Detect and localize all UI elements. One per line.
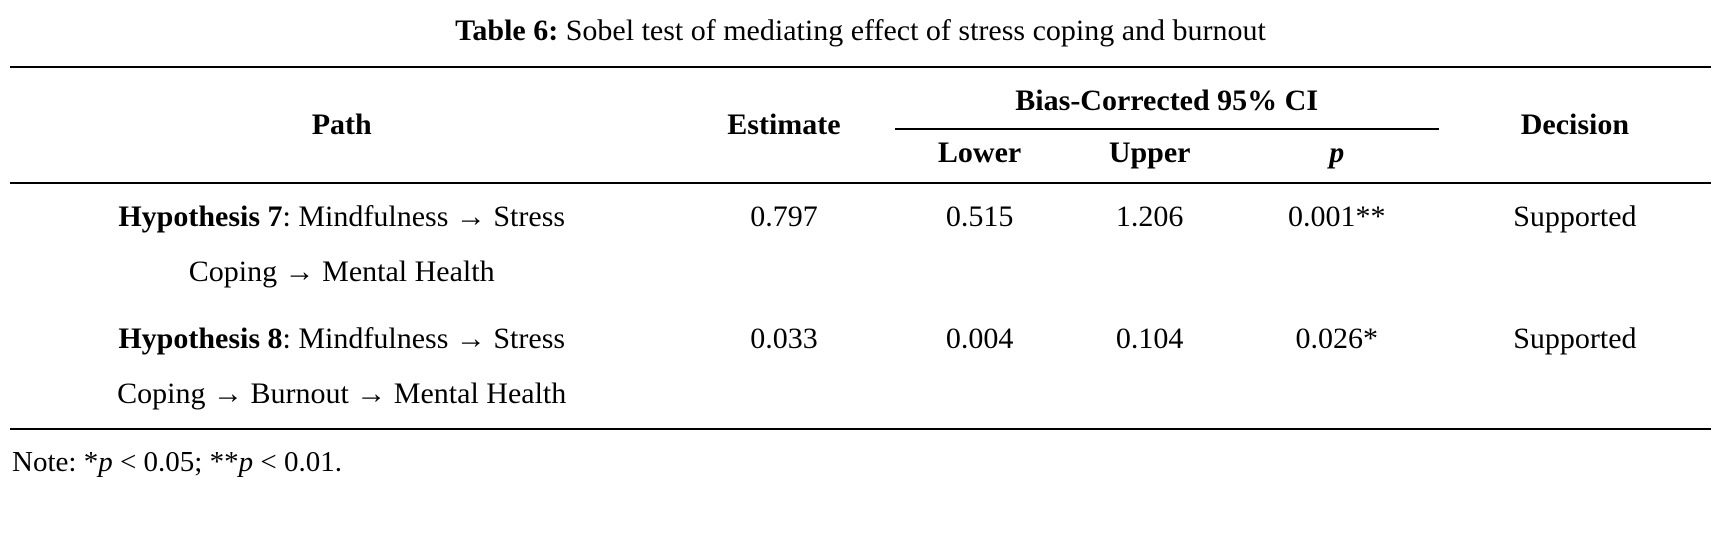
estimate-cell: 0.033 bbox=[750, 321, 818, 355]
table-row: Hypothesis 7: Mindfulness → Stress Copin… bbox=[10, 183, 1711, 306]
path-cell: Hypothesis 7: Mindfulness → Stress Copin… bbox=[10, 183, 673, 306]
note-sig1-star: * bbox=[83, 445, 99, 478]
col-header-upper: Upper bbox=[1108, 135, 1191, 169]
note-sig2-p: p bbox=[238, 445, 254, 478]
hypothesis-label: Hypothesis 8 bbox=[118, 321, 283, 355]
table-caption-label: Table 6: bbox=[455, 14, 559, 47]
col-header-p: p bbox=[1329, 135, 1345, 169]
col-header-path: Path bbox=[311, 107, 372, 141]
path-text: : Mindfulness → Stress bbox=[282, 199, 566, 233]
note-sig1-p: p bbox=[98, 445, 113, 478]
col-header-ci-group: Bias-Corrected 95% CI bbox=[894, 66, 1439, 130]
ci-lower-cell: 0.515 bbox=[945, 199, 1014, 233]
note-sig2-rest: < 0.01. bbox=[253, 445, 342, 478]
table-header: Path Estimate Bias-Corrected 95% CI Deci… bbox=[10, 66, 1711, 183]
sobel-test-table: Path Estimate Bias-Corrected 95% CI Deci… bbox=[10, 65, 1711, 430]
path-line-2: Coping → Burnout → Mental Health bbox=[117, 376, 567, 410]
ci-upper-cell: 0.104 bbox=[1115, 321, 1184, 355]
note-prefix: Note: bbox=[12, 445, 84, 478]
table-caption-text: Sobel test of mediating effect of stress… bbox=[558, 14, 1266, 47]
col-header-decision: Decision bbox=[1520, 107, 1630, 141]
estimate-cell: 0.797 bbox=[750, 199, 818, 233]
col-header-estimate: Estimate bbox=[727, 107, 841, 141]
p-value-cell: 0.001** bbox=[1288, 199, 1386, 233]
note-sig2-star: ** bbox=[209, 445, 239, 478]
decision-cell: Supported bbox=[1513, 321, 1637, 355]
header-row-main: Path Estimate Bias-Corrected 95% CI Deci… bbox=[10, 66, 1711, 141]
table-caption: Table 6: Sobel test of mediating effect … bbox=[10, 12, 1711, 50]
path-cell: Hypothesis 8: Mindfulness → Stress Copin… bbox=[10, 306, 673, 429]
path-line-2: Coping → Mental Health bbox=[188, 254, 495, 288]
ci-upper-cell: 1.206 bbox=[1115, 199, 1184, 233]
table-body: Hypothesis 7: Mindfulness → Stress Copin… bbox=[10, 183, 1711, 429]
note-sig1-rest: < 0.05; bbox=[112, 445, 210, 478]
header-row-sub: Lower Upper p bbox=[10, 129, 1711, 183]
ci-lower-cell: 0.004 bbox=[945, 321, 1014, 355]
path-line-1: Hypothesis 7: Mindfulness → Stress bbox=[14, 189, 669, 244]
table-note: Note: *p < 0.05; **p < 0.01. bbox=[10, 430, 1711, 479]
p-value-cell: 0.026* bbox=[1295, 321, 1379, 355]
decision-cell: Supported bbox=[1513, 199, 1637, 233]
col-header-lower: Lower bbox=[937, 135, 1022, 169]
table-row: Hypothesis 8: Mindfulness → Stress Copin… bbox=[10, 306, 1711, 429]
paper-table-page: Table 6: Sobel test of mediating effect … bbox=[10, 12, 1711, 479]
path-line-1: Hypothesis 8: Mindfulness → Stress bbox=[14, 311, 669, 366]
path-text: : Mindfulness → Stress bbox=[282, 321, 566, 355]
hypothesis-label: Hypothesis 7 bbox=[118, 199, 283, 233]
